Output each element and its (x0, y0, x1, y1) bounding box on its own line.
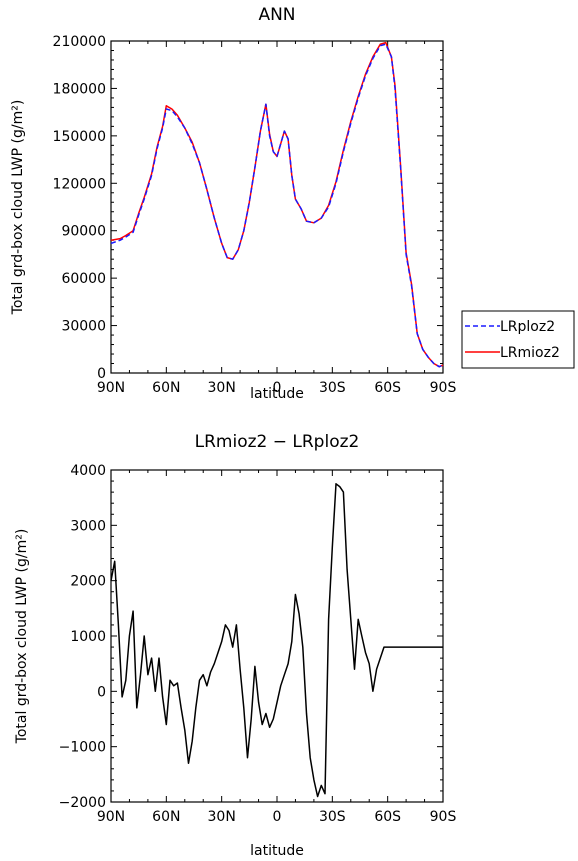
panel1-ytick-label: 30000 (61, 319, 106, 335)
panel1-ytick-label: 210000 (53, 34, 106, 50)
panel1-ytick-label: 180000 (53, 81, 106, 97)
panel2-series-line-difference (110, 483, 443, 798)
panel2-ytick-label: −1000 (59, 740, 106, 756)
panel1-xtick-label: 60S (374, 380, 401, 396)
panel1-xtick-label: 90S (430, 380, 457, 396)
panel2-xtick-label: 0 (273, 809, 282, 825)
panel1-y-axis-label: Total grd-box cloud LWP (g/m²) (10, 100, 26, 316)
panel2-ytick-label: 1000 (70, 629, 106, 645)
panel2-xtick-label: 90S (430, 809, 457, 825)
panel2-ytick-label: 3000 (70, 518, 106, 534)
panel2-ytick-label: −2000 (59, 795, 106, 811)
panel1-xtick-label: 90N (97, 380, 125, 396)
panel2-xtick-label: 30S (319, 809, 346, 825)
panel2-xtick-label: 30N (208, 809, 236, 825)
panel1-plot-frame (110, 40, 444, 374)
panel1-xtick-label: 30N (208, 380, 236, 396)
legend-label-lrmioz2: LRmioz2 (500, 345, 560, 361)
panel1-ytick-label: 0 (97, 366, 106, 382)
panel1-ytick-label: 120000 (53, 176, 106, 192)
panel2-plot-frame (110, 469, 444, 803)
panel1-series-line-lrmioz2 (110, 41, 444, 368)
panel1-ytick-label: 150000 (53, 129, 106, 145)
panel2-xtick-label: 60N (152, 809, 180, 825)
panel2-title: LRmioz2 − LRploz2 (195, 432, 360, 452)
panel2-x-axis-label: latitude (250, 843, 304, 859)
legend-label-lrploz2: LRploz2 (500, 319, 555, 335)
panel1-title: ANN (258, 5, 295, 25)
panel2-ytick-label: 2000 (70, 574, 106, 590)
panel1-x-axis-label: latitude (250, 386, 304, 402)
panel1-series-line-lrploz2 (110, 43, 444, 368)
panel1-xtick-label: 0 (273, 380, 282, 396)
panel2-ytick-label: 0 (97, 684, 106, 700)
panel1-xtick-label: 30S (319, 380, 346, 396)
panel2-xtick-label: 60S (374, 809, 401, 825)
panel2-ytick-label: 4000 (70, 463, 106, 479)
panel1-ytick-label: 60000 (61, 271, 106, 287)
panel2-y-axis-label: Total grd-box cloud LWP (g/m²) (14, 529, 30, 745)
legend-box (461, 310, 575, 369)
panel-annual-lwp: ANN 90N 60N 30N 0 30S 60S 90S 0 30000 60000 90000 1… (10, 5, 456, 402)
panel2-xtick-label: 90N (97, 809, 125, 825)
panel1-ytick-label: 90000 (61, 224, 106, 240)
panel-difference: LRmioz2 − LRploz2 90N 60N 30N 0 30S 60S 90S −20… (14, 432, 456, 859)
legend: LRploz2 LRmioz2 (461, 310, 575, 369)
panel1-xtick-label: 60N (152, 380, 180, 396)
